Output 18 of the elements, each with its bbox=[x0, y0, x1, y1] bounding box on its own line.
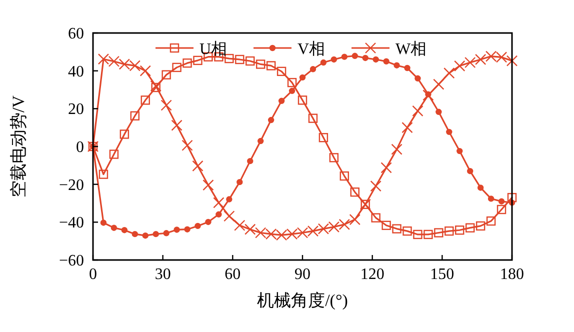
y-tick-label: 0 bbox=[76, 139, 84, 156]
x-tick-label: 30 bbox=[154, 266, 171, 283]
x-axis-title: 机械角度/(°) bbox=[257, 291, 348, 310]
y-tick-label: −60 bbox=[58, 252, 84, 270]
y-tick-label: 60 bbox=[68, 26, 84, 42]
x-tick-label: 0 bbox=[89, 266, 97, 283]
x-tick-label: 150 bbox=[430, 266, 454, 283]
x-tick-label: 60 bbox=[224, 266, 241, 283]
x-tick-label: 180 bbox=[500, 266, 524, 283]
y-tick-label: 40 bbox=[68, 63, 84, 80]
y-axis-title: 空载电动势/V bbox=[9, 94, 28, 198]
y-tick-label: 20 bbox=[68, 101, 84, 118]
legend-label: W相 bbox=[396, 40, 427, 58]
y-tick-label: −20 bbox=[58, 176, 84, 194]
x-tick-label: 120 bbox=[360, 266, 384, 283]
legend-label: V相 bbox=[298, 40, 326, 58]
y-tick-label: −40 bbox=[58, 214, 84, 232]
x-tick-label: 90 bbox=[294, 266, 310, 283]
